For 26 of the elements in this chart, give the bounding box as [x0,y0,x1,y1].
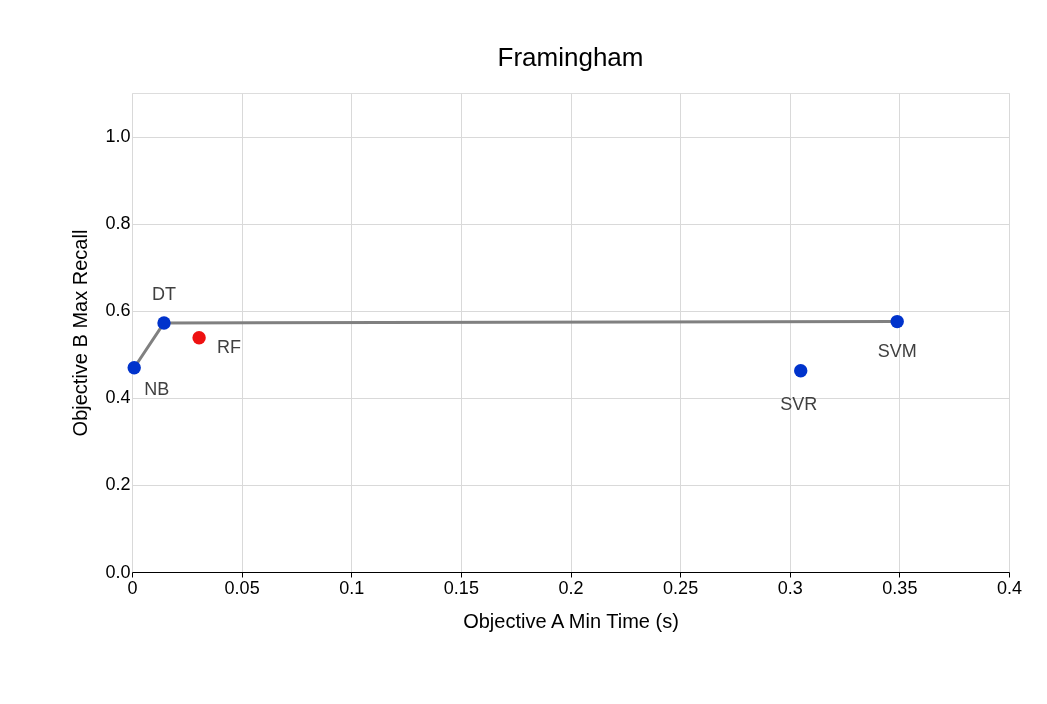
x-tick-label: 0.15 [443,577,479,598]
y-tick-label: 0.8 [105,213,131,234]
annotation: DT [152,283,177,304]
x-tick-label: 0.4 [996,577,1023,598]
y-tick-label: 0.4 [105,387,131,408]
point [127,361,141,375]
x-tick-label: 0.25 [663,577,699,598]
annotation: SVM [877,340,917,361]
point [794,364,808,378]
chart-title: Framingham [497,42,644,72]
y-axis-title: Objective B Max Recall [69,229,92,437]
point [192,331,206,345]
x-tick-label: 0.2 [558,577,584,598]
x-tick-label: 0.05 [224,577,260,598]
annotation: NB [144,378,170,399]
y-tick-label: 0.2 [105,474,131,495]
point [157,316,171,330]
x-tick-label: 0.35 [882,577,918,598]
x-axis-title: Objective A Min Time (s) [463,609,679,632]
annotation: RF [217,336,242,357]
x-tick-label: 0.1 [339,577,365,598]
y-tick-label: 1.0 [105,126,131,147]
point [890,314,904,329]
x-tick-label: 0.3 [777,577,803,598]
annotation: SVR [780,393,818,414]
y-tick-label: 0.6 [105,300,131,321]
